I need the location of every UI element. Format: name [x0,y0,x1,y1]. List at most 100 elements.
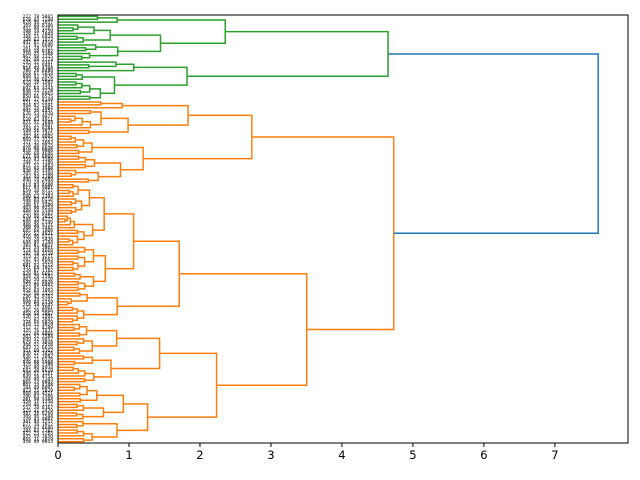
leaf-label: 681 39 5297 [23,297,54,303]
link-bottom-cluster [122,104,189,126]
link-bottom-cluster [58,164,87,169]
leaf-label: 569 43 4686 [23,425,54,431]
leaf-label: 488 60 5598 [23,208,54,214]
leaf-label: 598 17 9026 [23,279,54,285]
link-top-cluster [58,26,95,35]
leaf-label: 588 54 3877 [23,128,54,134]
link-bottom-cluster [86,329,118,347]
leaf-label: 420 85 6667 [23,271,54,277]
leaf-label: 416 90 5217 [23,234,54,240]
leaf-label: 471 52 1403 [23,162,54,168]
link-bottom-cluster [58,215,68,222]
link-bottom-cluster [179,272,308,387]
leaf-label: 644 49 7184 [23,239,54,245]
link-bottom-cluster [78,142,93,153]
link-bottom-cluster [58,301,69,306]
leaf-label: 659 10 9757 [23,188,54,194]
link-bottom-cluster [58,144,78,149]
leaf-label: 210 25 1368 [23,51,54,57]
leaf-label: 750 40 1127 [23,402,54,408]
link-bottom-cluster [74,223,94,237]
link-top-cluster [58,61,117,68]
leaf-label: 284 64 7782 [23,428,54,434]
leaf-label: 865 12 6002 [23,379,54,385]
leaf-label: 681 52 7212 [23,262,54,268]
link-bottom-cluster [58,383,81,390]
link-bottom-cluster [75,171,99,182]
link-bottom-cluster [58,370,86,377]
link-bottom-cluster [73,185,79,195]
link-bottom-cluster [58,206,77,213]
link-bottom-cluster [58,348,81,354]
link-bottom-cluster [58,392,81,397]
link-bottom-cluster [58,266,74,272]
link-bottom-cluster [58,120,92,129]
link-bottom-cluster [83,432,93,441]
leaf-label: 368 59 2482 [23,225,54,231]
leaf-label: 222 78 5865 [23,14,54,20]
leaf-label: 683 30 8610 [23,368,54,374]
leaf-label: 296 45 9762 [23,294,54,300]
leaf-label: 954 49 4304 [23,65,54,71]
leaf-label: 855 21 2819 [23,436,54,442]
link-bottom-cluster [84,248,95,263]
link-bottom-cluster [58,115,76,122]
link-bottom-cluster [58,109,92,115]
link-bottom-cluster [58,129,90,135]
leaf-label: 677 76 3912 [23,422,54,428]
link-bottom-cluster [58,332,81,337]
link-bottom-cluster [251,136,395,331]
leaf-label: 564 10 6782 [23,48,54,54]
leaf-label: 810 70 9866 [23,148,54,154]
link-bottom-cluster [58,306,74,312]
link-bottom-cluster [96,394,125,414]
leaf-label: 685 68 1008 [23,228,54,234]
leaf-label: 146 51 3349 [23,202,54,208]
leaf-label: 198 69 6425 [23,199,54,205]
leaf-label: 430 35 3195 [23,168,54,174]
link-bottom-cluster [58,429,78,434]
leaf-label: 922 25 5705 [23,431,54,437]
leaf-label: 381 94 1217 [23,419,54,425]
link-bottom-cluster [58,338,85,344]
leaf-label: 629 17 3816 [23,339,54,345]
link-bottom-cluster [58,261,74,266]
link-bottom-cluster [58,156,87,163]
leaf-label: 935 59 3850 [23,433,54,439]
link-bottom-cluster [88,117,129,133]
link-top-cluster [89,46,119,57]
leaf-label: 430 22 3428 [23,351,54,357]
leaf-label: 138 63 1473 [23,37,54,43]
leaf-label: 267 45 4683 [23,257,54,263]
link-bottom-cluster [58,255,79,260]
x-tick-label: 6 [480,448,487,462]
link-bottom-cluster [58,229,79,235]
link-bottom-cluster [89,197,105,231]
leaf-label: 179 43 9807 [23,416,54,422]
leaf-label: 243 40 6814 [23,77,54,83]
link-bottom-cluster [94,162,122,178]
leaf-label: 798 21 7541 [23,83,54,89]
link-top-cluster [82,76,116,95]
link-top-cluster [58,64,90,69]
leaf-label: 377 33 3663 [23,140,54,146]
leaf-label: 962 48 2315 [23,54,54,60]
link-top-cluster [58,17,118,23]
link-top-cluster [114,66,188,86]
leaf-label: 835 63 3588 [23,165,54,171]
link-bottom-cluster [58,198,77,205]
leaf-label: 992 16 4457 [23,108,54,114]
leaf-label: 679 18 1985 [23,80,54,86]
leaf-label: 621 69 8960 [23,154,54,160]
leaf-label: 201 50 5344 [23,396,54,402]
leaf-label: 782 81 8072 [23,242,54,248]
link-bottom-cluster [58,220,75,229]
link-bottom-cluster [58,315,79,322]
leaf-label: 335 76 7431 [23,328,54,334]
x-tick-label: 2 [196,448,203,462]
leaf-label: 573 27 4961 [23,305,54,311]
link-bottom-cluster [79,385,88,396]
leaf-label: 705 65 1700 [23,171,54,177]
link-bottom-cluster [58,135,72,140]
link-bottom-cluster [58,102,123,109]
